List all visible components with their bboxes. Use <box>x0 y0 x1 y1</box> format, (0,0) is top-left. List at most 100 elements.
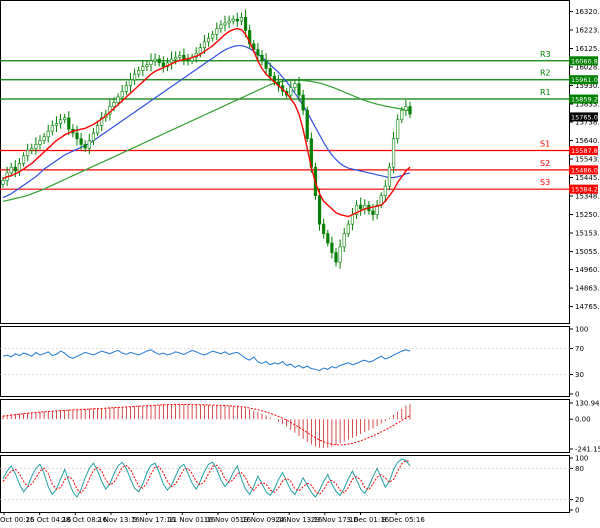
candle-body-20 <box>83 144 87 149</box>
macd-histogram <box>2 403 411 448</box>
candle-body-83 <box>342 233 346 248</box>
main-y-tick-9: 15445.5 <box>575 174 600 182</box>
main-y-tick-16: 14765.5 <box>575 303 600 311</box>
main-y-tick-12: 15153.0 <box>575 230 600 238</box>
candle-body-13 <box>54 123 59 126</box>
macd-frame <box>0 399 570 453</box>
candle-body-48 <box>198 47 202 54</box>
level-tag-r3 <box>569 56 598 66</box>
candle-body-54 <box>223 22 227 26</box>
candle-body-27 <box>112 102 116 107</box>
candle-body-93 <box>383 185 387 196</box>
rsi-y-tick-1: 70 <box>575 345 584 353</box>
stoch-y-tick-3: 0 <box>575 507 579 515</box>
candle-body-57 <box>235 18 239 22</box>
candle-body-33 <box>137 70 141 75</box>
x-tick-label-5: 11 Nov 01:16 <box>168 516 216 524</box>
main-y-tick-15: 14863.0 <box>575 285 600 293</box>
candle-body-80 <box>330 242 334 253</box>
ma-red-line <box>2 27 411 218</box>
candle-body-32 <box>132 73 137 81</box>
candles <box>1 9 412 269</box>
candle-body-12 <box>50 125 54 132</box>
x-tick-label-2: 28 Oct 08:16 <box>61 516 107 524</box>
main-frame <box>0 0 570 324</box>
candle-body-59 <box>243 16 248 31</box>
rsi-y-tick-2: 30 <box>575 371 584 379</box>
candle-body-62 <box>256 49 260 56</box>
candle-body-98 <box>404 106 408 111</box>
candle-body-79 <box>326 233 330 244</box>
main-y-tick-5: 15833.0 <box>575 101 600 109</box>
main-y-tick-10: 15348.0 <box>575 193 600 201</box>
candle-body-37 <box>153 58 157 62</box>
candle-body-41 <box>169 58 174 64</box>
candle-body-4 <box>17 163 22 172</box>
x-tick-label-6: 16 Nov 05:16 <box>204 516 252 524</box>
candle-body-56 <box>231 18 235 22</box>
candle-body-53 <box>219 24 223 29</box>
level-tag-r2 <box>569 75 598 85</box>
candle-body-22 <box>91 132 96 141</box>
candle-body-39 <box>161 62 165 67</box>
main-y-tick-3: 16028.0 <box>575 64 600 72</box>
candle-body-77 <box>317 195 322 225</box>
level-value-r2: 15961.0 <box>571 76 598 84</box>
x-tick-label-4: 5 Nov 17:16 <box>133 516 176 524</box>
main-y-tick-0: 16320.5 <box>575 8 600 16</box>
candle-body-97 <box>400 109 404 121</box>
x-tick-label-1: 25 Oct 04:16 <box>26 516 72 524</box>
candle-body-29 <box>120 90 124 98</box>
candle-body-78 <box>322 223 326 234</box>
candle-body-87 <box>359 204 363 210</box>
level-name-s2: S2 <box>540 159 550 168</box>
candle-body-91 <box>375 204 379 215</box>
x-tick-label-7: 19 Nov 09:16 <box>240 516 288 524</box>
level-tag-s2 <box>569 165 598 175</box>
x-tick-label-10: 3 Dec 01:16 <box>347 516 390 524</box>
macd-panel: 130.94 0.00 -241.15 <box>0 399 600 454</box>
candle-body-0 <box>1 180 5 185</box>
candle-body-36 <box>149 60 153 66</box>
candle-body-44 <box>182 54 186 60</box>
ma-blue-line <box>2 45 411 199</box>
candle-body-50 <box>206 37 211 43</box>
rsi-frame <box>0 326 570 397</box>
candle-body-23 <box>95 125 100 134</box>
candle-body-3 <box>13 166 17 172</box>
level-tag-r1 <box>569 94 598 104</box>
candle-body-28 <box>116 96 120 103</box>
macd-y-tick-1: 0.00 <box>575 416 591 424</box>
candle-body-86 <box>354 204 359 215</box>
candle-body-31 <box>128 79 133 86</box>
main-y-tick-14: 14960.5 <box>575 266 600 274</box>
level-tag-s3 <box>569 184 598 194</box>
main-y-tick-7: 15640.5 <box>575 137 600 145</box>
macd-y-tick-2: -241.15 <box>575 446 600 454</box>
candle-body-10 <box>42 136 46 141</box>
level-name-r2: R2 <box>540 69 551 78</box>
stoch-y-tick-1: 80 <box>575 465 584 473</box>
macd-y-tick-0: 130.94 <box>575 400 600 408</box>
candle-body-42 <box>174 56 178 60</box>
candle-body-99 <box>408 106 412 115</box>
candle-body-84 <box>346 223 350 234</box>
main-y-tick-2: 16125.5 <box>575 45 600 53</box>
candle-body-19 <box>79 138 83 145</box>
rsi-y-tick-3: 0 <box>575 391 579 399</box>
x-tick-label-11: 8 Dec 05:16 <box>382 516 425 524</box>
candle-body-24 <box>100 117 104 126</box>
candle-body-35 <box>145 64 149 67</box>
candle-body-52 <box>215 28 219 35</box>
candle-body-95 <box>391 138 396 168</box>
candle-body-21 <box>87 140 91 149</box>
main-y-tick-8: 15543.0 <box>575 156 600 164</box>
candle-body-6 <box>26 149 30 157</box>
level-value-r3: 16060.8 <box>571 57 598 65</box>
candle-body-43 <box>178 54 182 58</box>
stochastic-panel: 100 80 20 0 <box>0 455 588 515</box>
candle-body-63 <box>260 54 264 62</box>
candle-body-90 <box>371 210 375 215</box>
